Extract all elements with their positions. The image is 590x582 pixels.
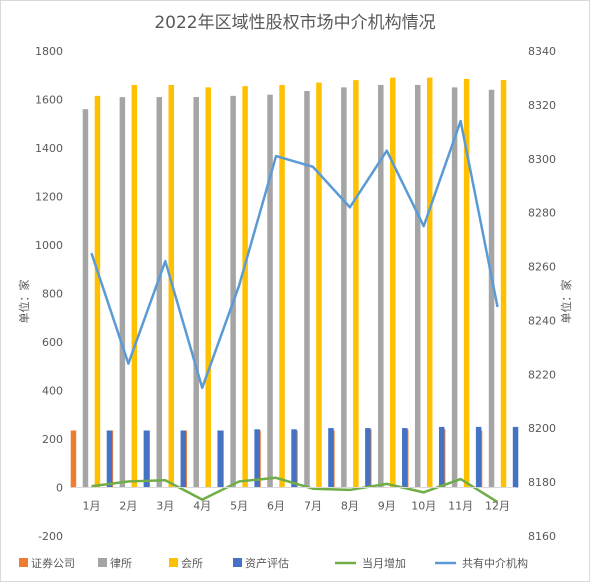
x-tick-label: 6月 xyxy=(267,500,285,513)
x-tick-label: 2月 xyxy=(119,500,137,513)
bar-资产评估-6月 xyxy=(291,429,297,488)
bar-资产评估-4月 xyxy=(217,430,223,488)
bar-资产评估-1月 xyxy=(106,430,113,488)
x-tick-label: 8月 xyxy=(341,500,359,513)
y-left-tick-label: 0 xyxy=(56,482,63,495)
y-left-tick-label: 200 xyxy=(42,433,63,446)
axes: -200 0 200 400 600 800 1000 1200 1400 1600 1800 816… xyxy=(17,45,573,543)
bar-会所-9月 xyxy=(390,77,396,488)
y-left-tick-label: 1400 xyxy=(35,142,63,155)
bar-会所-3月 xyxy=(168,84,175,488)
y-right-tick-label: 8320 xyxy=(528,99,556,112)
bar-会所-8月 xyxy=(353,80,359,488)
bar-会所-12月 xyxy=(500,80,507,488)
bar-会所-6月 xyxy=(279,84,285,488)
legend: 证券公司 律所 会所 资产评估 当月增加 共有中介机构 xyxy=(19,556,528,570)
x-tick-label: 1月 xyxy=(82,500,100,513)
x-tick-label: 9月 xyxy=(378,500,396,513)
legend-label-资产评估: 资产评估 xyxy=(245,556,289,570)
y-right-tick-label: 8340 xyxy=(528,45,556,58)
bar-律所-11月 xyxy=(451,87,458,488)
y-right-tick-label: 8300 xyxy=(528,153,556,166)
bar-律所-5月 xyxy=(230,95,236,488)
y-left-tick-label: 600 xyxy=(42,336,63,349)
y-right-tick-label: 8200 xyxy=(528,422,556,435)
bar-会所-7月 xyxy=(316,82,322,488)
x-tick-label: 11月 xyxy=(448,500,473,513)
bar-律所-6月 xyxy=(267,94,273,488)
bar-会所-5月 xyxy=(242,86,248,488)
bar-会所-1月 xyxy=(94,95,101,488)
bar-会所-2月 xyxy=(131,84,138,488)
y-left-axis-title: 单位：家 xyxy=(17,280,31,324)
bar-资产评估-3月 xyxy=(180,430,187,488)
bar-律所-10月 xyxy=(414,84,421,488)
legend-label-律所: 律所 xyxy=(110,557,132,570)
y-left-tick-label: 400 xyxy=(42,385,63,398)
legend-label-会所: 会所 xyxy=(181,557,203,570)
bar-资产评估-2月 xyxy=(143,430,150,488)
y-right-tick-label: 8160 xyxy=(528,530,556,543)
x-tick-label: 5月 xyxy=(230,500,248,513)
plot-area xyxy=(70,77,519,504)
y-right-tick-label: 8280 xyxy=(528,207,556,220)
bar-资产评估-5月 xyxy=(254,429,260,488)
bar-资产评估-10月 xyxy=(438,426,445,488)
bar-律所-1月 xyxy=(82,109,89,488)
bar-会所-11月 xyxy=(463,78,470,488)
y-left-tick-label: 1800 xyxy=(35,45,63,58)
x-tick-label: 12月 xyxy=(485,500,510,513)
bar-证券公司-1月 xyxy=(70,430,77,488)
legend-swatch-会所 xyxy=(169,558,178,567)
bar-律所-7月 xyxy=(304,91,310,488)
legend-swatch-律所 xyxy=(98,558,107,567)
y-right-tick-label: 8240 xyxy=(528,314,556,327)
y-right-tick-label: 8260 xyxy=(528,261,556,274)
x-tick-label: 4月 xyxy=(193,500,211,513)
y-right-tick-label: 8220 xyxy=(528,368,556,381)
y-right-axis-title: 单位：家 xyxy=(559,280,573,324)
x-tick-label: 7月 xyxy=(304,500,322,513)
legend-swatch-资产评估 xyxy=(233,558,242,567)
bar-资产评估-11月 xyxy=(475,426,482,488)
y-left-tick-label: 1200 xyxy=(35,191,63,204)
x-tick-label: 3月 xyxy=(156,500,174,513)
bar-资产评估-8月 xyxy=(365,428,371,488)
bar-律所-4月 xyxy=(193,97,199,488)
y-left-tick-label: 800 xyxy=(42,288,63,301)
legend-swatch-证券公司 xyxy=(19,558,28,567)
x-tick-label: 10月 xyxy=(411,500,436,513)
legend-label-证券公司: 证券公司 xyxy=(31,556,75,570)
bar-会所-4月 xyxy=(205,87,211,488)
bar-律所-12月 xyxy=(488,89,495,488)
legend-label-当月增加: 当月增加 xyxy=(362,556,406,570)
y-left-tick-label: 1600 xyxy=(35,94,63,107)
bar-会所-10月 xyxy=(426,77,433,488)
y-left-tick-label: 1000 xyxy=(35,239,63,252)
bar-律所-8月 xyxy=(341,87,347,488)
bar-律所-9月 xyxy=(378,84,384,488)
bar-资产评估-9月 xyxy=(402,428,408,488)
line-共有中介机构 xyxy=(90,119,499,390)
y-right-tick-label: 8180 xyxy=(528,476,556,489)
y-left-tick-label: -200 xyxy=(38,530,63,543)
line-当月增加 xyxy=(91,476,499,504)
chart-title: 2022年区域性股权市场中介机构情况 xyxy=(154,13,435,33)
bar-资产评估-7月 xyxy=(328,428,334,488)
bar-律所-3月 xyxy=(156,97,163,488)
bar-律所-2月 xyxy=(119,97,126,488)
bar-资产评估-12月 xyxy=(512,426,519,488)
legend-label-共有中介机构: 共有中介机构 xyxy=(462,556,528,570)
